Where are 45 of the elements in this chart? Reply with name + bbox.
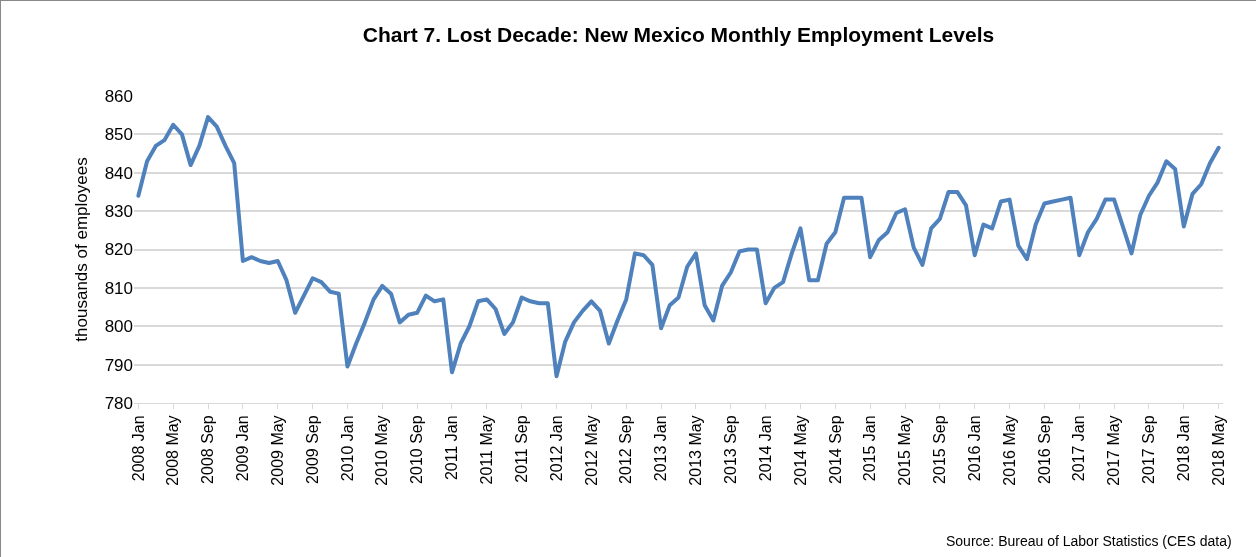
x-tick-label: 2017 May	[1105, 415, 1123, 486]
y-tick-label: 790	[104, 355, 133, 375]
x-tick-label: 2011 Sep	[512, 415, 530, 483]
x-tick-label: 2008 Sep	[199, 415, 217, 484]
x-tick-label: 2015 Sep	[931, 415, 949, 484]
x-tick-label: 2013 May	[687, 415, 705, 486]
x-tick-label: 2011 May	[478, 415, 496, 485]
x-tick-label: 2009 May	[268, 415, 286, 486]
x-tick-label: 2012 Sep	[617, 415, 635, 484]
x-tick-label: 2018 Jan	[1175, 415, 1192, 482]
line-series	[136, 115, 1221, 379]
x-tick-label: 2010 Jan	[338, 415, 356, 482]
x-tick-label: 2014 Sep	[826, 415, 844, 484]
x-tick-label: 2013 Jan	[652, 415, 670, 482]
x-tick-label: 2010 May	[373, 415, 391, 486]
x-tick-label: 2015 Jan	[861, 415, 879, 482]
y-tick-label: 780	[104, 393, 133, 413]
x-tick-label: 2011 Jan	[443, 415, 461, 481]
x-tick-label: 2013 Sep	[721, 415, 739, 484]
x-tick-label: 2017 Sep	[1140, 415, 1158, 484]
x-tick-label: 2008 Jan	[129, 415, 147, 482]
x-tick-label: 2014 Jan	[756, 415, 774, 482]
y-tick-label: 810	[104, 278, 133, 298]
x-tick-label: 2015 May	[896, 415, 914, 486]
y-tick-label: 850	[104, 125, 133, 145]
x-tick-label: 2009 Jan	[234, 415, 252, 482]
x-tick-label: 2010 Sep	[408, 415, 426, 484]
x-tick-label: 2012 Jan	[547, 415, 565, 482]
x-tick-label: 2008 May	[164, 415, 182, 486]
x-tick-label: 2012 May	[582, 415, 600, 486]
x-tick-label: 2009 Sep	[303, 415, 321, 484]
x-tick-label: 2018 May	[1209, 415, 1227, 486]
y-tick-label: 840	[104, 163, 133, 183]
y-tick-label: 830	[104, 202, 133, 222]
y-tick-label: 800	[104, 317, 133, 337]
chart-title: Chart 7. Lost Decade: New Mexico Monthly Employment Levels	[362, 22, 995, 46]
y-tick-label: 860	[104, 86, 133, 106]
x-tick-label: 2016 Sep	[1035, 415, 1053, 484]
y-axis-title: thousands of employees	[72, 157, 92, 342]
x-tick-label: 2016 May	[1000, 415, 1018, 486]
y-tick-label: 820	[104, 240, 133, 260]
x-tick-label: 2014 May	[791, 415, 809, 486]
x-tick-label: 2016 Jan	[965, 415, 983, 482]
x-tick-label: 2017 Jan	[1070, 415, 1088, 482]
source-note: Source: Bureau of Labor Statistics (CES data)	[946, 533, 1232, 549]
